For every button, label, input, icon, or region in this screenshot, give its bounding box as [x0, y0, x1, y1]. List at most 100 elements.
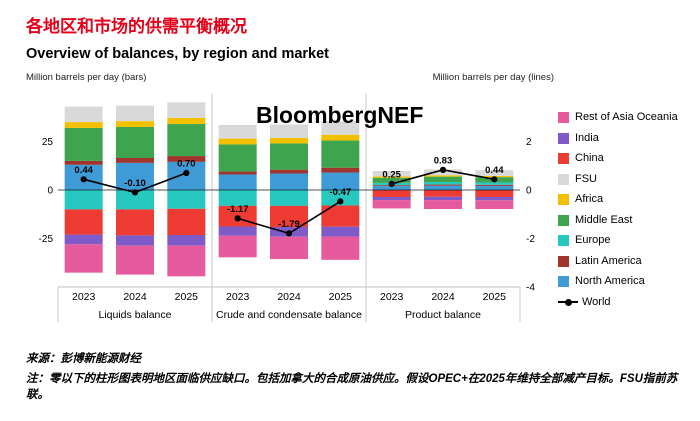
bar-segment — [116, 235, 154, 246]
group-label: Crude and condensate balance — [216, 309, 362, 321]
bar-segment — [64, 122, 103, 128]
ytick-right: 0 — [526, 186, 532, 197]
bar-segment — [475, 182, 514, 185]
legend-swatch — [558, 276, 569, 287]
page: 各地区和市场的供需平衡概况 Overview of balances, by r… — [24, 17, 692, 403]
bar-segment — [372, 186, 411, 190]
legend-item: China — [558, 153, 692, 164]
world-point — [491, 176, 498, 183]
bar-segment — [475, 200, 514, 210]
legend-item: Middle East — [558, 213, 692, 226]
bar-segment — [64, 160, 103, 165]
year-label: 2023 — [72, 291, 96, 303]
bar-segment — [372, 177, 411, 183]
page-subtitle-en: Overview of balances, by region and mark… — [26, 46, 329, 62]
bar-segment — [167, 117, 206, 125]
bar-segment — [475, 196, 514, 201]
world-point-label: -0.47 — [330, 187, 352, 198]
legend-item: India — [558, 132, 692, 144]
world-point — [80, 176, 87, 183]
bar-segment — [321, 167, 360, 173]
legend-item: FSU — [558, 172, 692, 185]
bar-segment — [167, 156, 206, 162]
year-label: 2024 — [431, 291, 455, 303]
ytick-left: -25 — [39, 234, 54, 245]
footer: 来源：彭博新能源财经 注：零以下的柱形图表明地区面临供应缺口。包括加拿大的合成原… — [24, 351, 692, 403]
bar-segment — [116, 126, 154, 158]
bar-segment — [321, 140, 360, 168]
bar-segment — [424, 176, 462, 183]
note-line: 注：零以下的柱形图表明地区面临供应缺口。包括加拿大的合成原油供应。假设OPEC+… — [26, 373, 678, 402]
world-point — [285, 230, 293, 237]
axis-unit-labels: Million barrels per day (bars) Million b… — [24, 72, 556, 87]
world-point — [439, 166, 447, 173]
bar-segment — [218, 190, 257, 206]
bar-segment — [424, 185, 462, 190]
ytick-right: 2 — [526, 137, 532, 148]
world-point-label: 0.44 — [74, 165, 93, 176]
bar-segment — [116, 245, 154, 275]
bar-segment — [218, 144, 257, 172]
bar-segment — [218, 138, 257, 145]
legend-label: World — [582, 295, 611, 308]
world-point-label: 0.83 — [434, 155, 453, 166]
bar-segment — [321, 236, 360, 260]
bar-segment — [218, 125, 257, 139]
bar-segment — [64, 244, 103, 273]
legend-label: China — [575, 152, 604, 164]
bar-segment — [167, 190, 206, 209]
group-label: Product balance — [405, 309, 481, 321]
year-label: 2024 — [277, 291, 301, 303]
bar-segment — [270, 190, 308, 206]
legend-item: World — [558, 295, 692, 308]
bar-segment — [116, 157, 154, 163]
bar-segment — [475, 185, 514, 190]
bar-segment — [424, 196, 462, 201]
page-title-zh: 各地区和市场的供需平衡概况 — [26, 17, 247, 36]
bar-segment — [116, 190, 154, 210]
bar-segment — [372, 176, 411, 178]
legend-label: Rest of Asia Oceania — [575, 111, 678, 123]
bar-segment — [116, 121, 154, 127]
bar-segment — [218, 174, 257, 190]
legend-swatch — [558, 112, 569, 123]
chart-section: Million barrels per day (bars) Million b… — [24, 72, 692, 327]
bar-segment — [270, 236, 308, 260]
ytick-left: 25 — [42, 137, 54, 148]
world-point-label: -0.10 — [124, 178, 146, 189]
year-label: 2025 — [175, 291, 199, 303]
bar-segment — [424, 184, 462, 186]
world-point-label: 0.70 — [177, 159, 196, 170]
bar-segment — [475, 184, 514, 186]
bar-segment — [372, 170, 411, 177]
legend-label: FSU — [575, 172, 597, 185]
legend-item: Rest of Asia Oceania — [558, 112, 692, 123]
legend-item: Latin America — [558, 255, 692, 267]
bar-segment — [270, 124, 308, 139]
legend-swatch — [558, 194, 569, 205]
bar-segment — [167, 208, 206, 236]
ytick-right: -2 — [526, 234, 535, 245]
legend-swatch — [558, 255, 569, 267]
world-point-label: 0.44 — [485, 165, 504, 176]
bar-segment — [372, 200, 411, 209]
bar-segment — [167, 235, 206, 246]
bar-segment — [424, 175, 462, 177]
year-label: 2025 — [329, 291, 353, 303]
bar-segment — [321, 172, 360, 190]
world-point — [388, 180, 395, 188]
year-label: 2025 — [483, 291, 507, 303]
bar-segment — [218, 235, 257, 258]
bar-segment — [218, 171, 257, 175]
bar-segment — [64, 234, 103, 245]
legend-item: Europe — [558, 235, 692, 246]
ytick-right: -4 — [526, 283, 535, 294]
bar-segment — [321, 134, 360, 141]
bar-segment — [270, 205, 308, 228]
legend-label: Middle East — [575, 213, 633, 226]
bar-segment — [321, 190, 360, 206]
world-point-label: -1.17 — [227, 204, 249, 215]
year-label: 2023 — [380, 291, 404, 303]
bar-segment — [116, 105, 154, 122]
bar-segment — [167, 245, 206, 277]
